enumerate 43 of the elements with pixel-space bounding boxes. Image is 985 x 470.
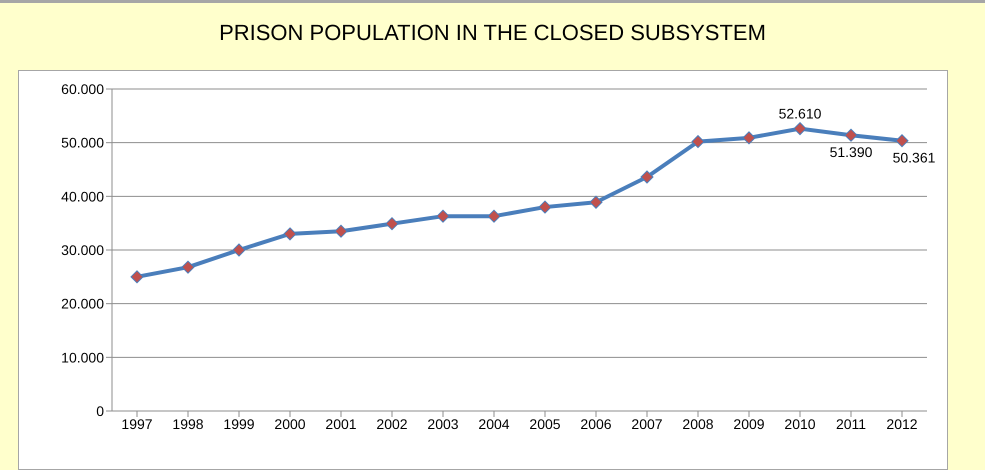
x-tick-label: 1997 xyxy=(121,416,153,432)
point xyxy=(590,196,602,209)
y-tick-label: 20.000 xyxy=(61,296,104,312)
point xyxy=(896,134,908,148)
x-tick-label: 2012 xyxy=(886,416,918,432)
point xyxy=(488,210,500,223)
point xyxy=(742,131,756,144)
data-label: 51.390 xyxy=(830,144,873,160)
point xyxy=(538,200,552,214)
x-tick-label: 2007 xyxy=(631,416,663,432)
point xyxy=(232,244,246,256)
point xyxy=(386,217,398,230)
point xyxy=(182,260,194,274)
data-label: 50.361 xyxy=(892,150,936,166)
x-tick-label: 2000 xyxy=(274,416,306,432)
point xyxy=(794,122,806,136)
x-tick-label: 2004 xyxy=(478,416,510,432)
y-tick-label: 40.000 xyxy=(61,188,104,204)
y-tick-label: 30.000 xyxy=(61,242,104,258)
chart-title: PRISON POPULATION IN THE CLOSED SUBSYSTEM xyxy=(218,20,767,46)
x-tick-label: 2003 xyxy=(427,416,459,432)
y-tick-label: 50.000 xyxy=(61,134,104,151)
x-tick-label: 2011 xyxy=(836,416,866,432)
y-tick-label: 10.000 xyxy=(61,349,104,366)
x-tick-label: 2002 xyxy=(376,416,408,432)
point xyxy=(284,227,296,240)
point xyxy=(692,135,704,148)
y-tick-label: 0 xyxy=(96,402,104,419)
point xyxy=(334,224,348,238)
x-tick-label: 2008 xyxy=(682,416,714,432)
y-tick-label: 60.000 xyxy=(61,80,104,97)
x-tick-label: 2009 xyxy=(733,416,765,432)
point xyxy=(640,170,654,184)
x-tick-label: 2005 xyxy=(529,416,561,432)
x-tick-label: 2010 xyxy=(784,416,816,432)
x-tick-label: 1998 xyxy=(172,416,204,432)
x-tick-label: 2001 xyxy=(325,416,357,432)
point xyxy=(130,270,144,284)
x-tick-label: 2006 xyxy=(580,416,612,432)
point xyxy=(844,128,858,142)
data-label: 52.610 xyxy=(778,106,822,122)
point xyxy=(436,210,450,223)
x-tick-label: 1999 xyxy=(223,416,255,432)
